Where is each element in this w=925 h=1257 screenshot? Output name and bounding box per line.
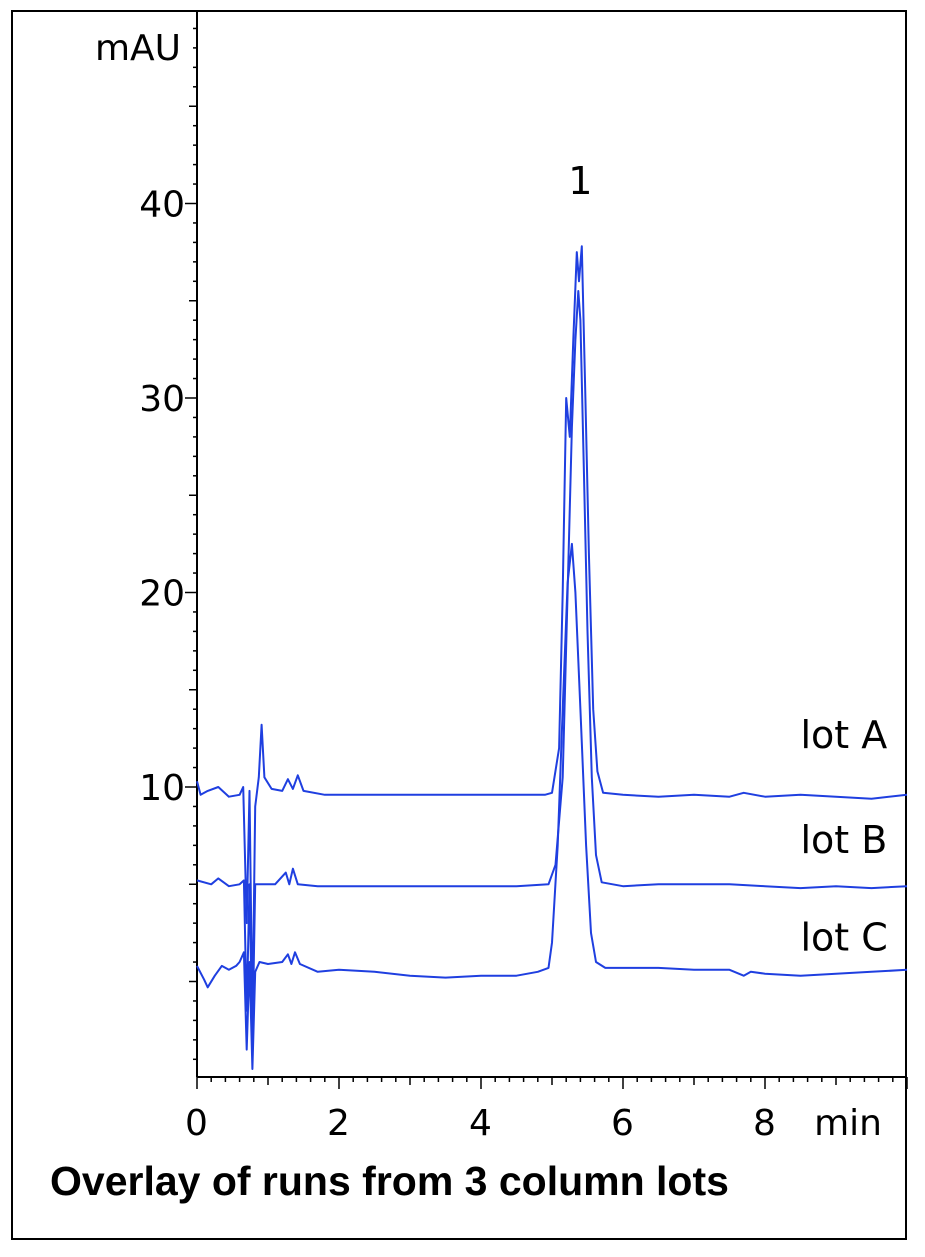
x-tick-label: 8 [753,1103,776,1144]
x-tick-label: 2 [327,1103,350,1144]
x-tick-label: 0 [185,1103,208,1144]
y-tick-label: 40 [139,185,185,226]
series-layer [196,245,908,1070]
y-tick-label: 10 [139,768,185,809]
series-label-lot-a: lot A [801,713,888,757]
y-axis-label: mAU [95,28,181,69]
series-line-lot-c [196,542,908,1070]
x-tick-label: 6 [611,1103,634,1144]
series-line-lot-a [196,245,908,1022]
x-tick-label: 4 [469,1103,492,1144]
y-tick-label: 20 [139,574,185,615]
labels-layer: 10 20 30 40 0 2 4 6 8 mAU min lot A lot B lot C 1 [95,28,888,1144]
y-tick-label: 30 [139,379,185,420]
series-label-lot-b: lot B [801,818,888,862]
axes [185,10,908,1089]
figure-frame [11,10,907,1240]
chart-title: Overlay of runs from 3 column lots [50,1158,729,1204]
peak-label: 1 [568,159,592,203]
x-axis-label: min [814,1103,882,1144]
series-line-lot-b [196,290,908,1041]
series-label-lot-c: lot C [801,915,888,959]
